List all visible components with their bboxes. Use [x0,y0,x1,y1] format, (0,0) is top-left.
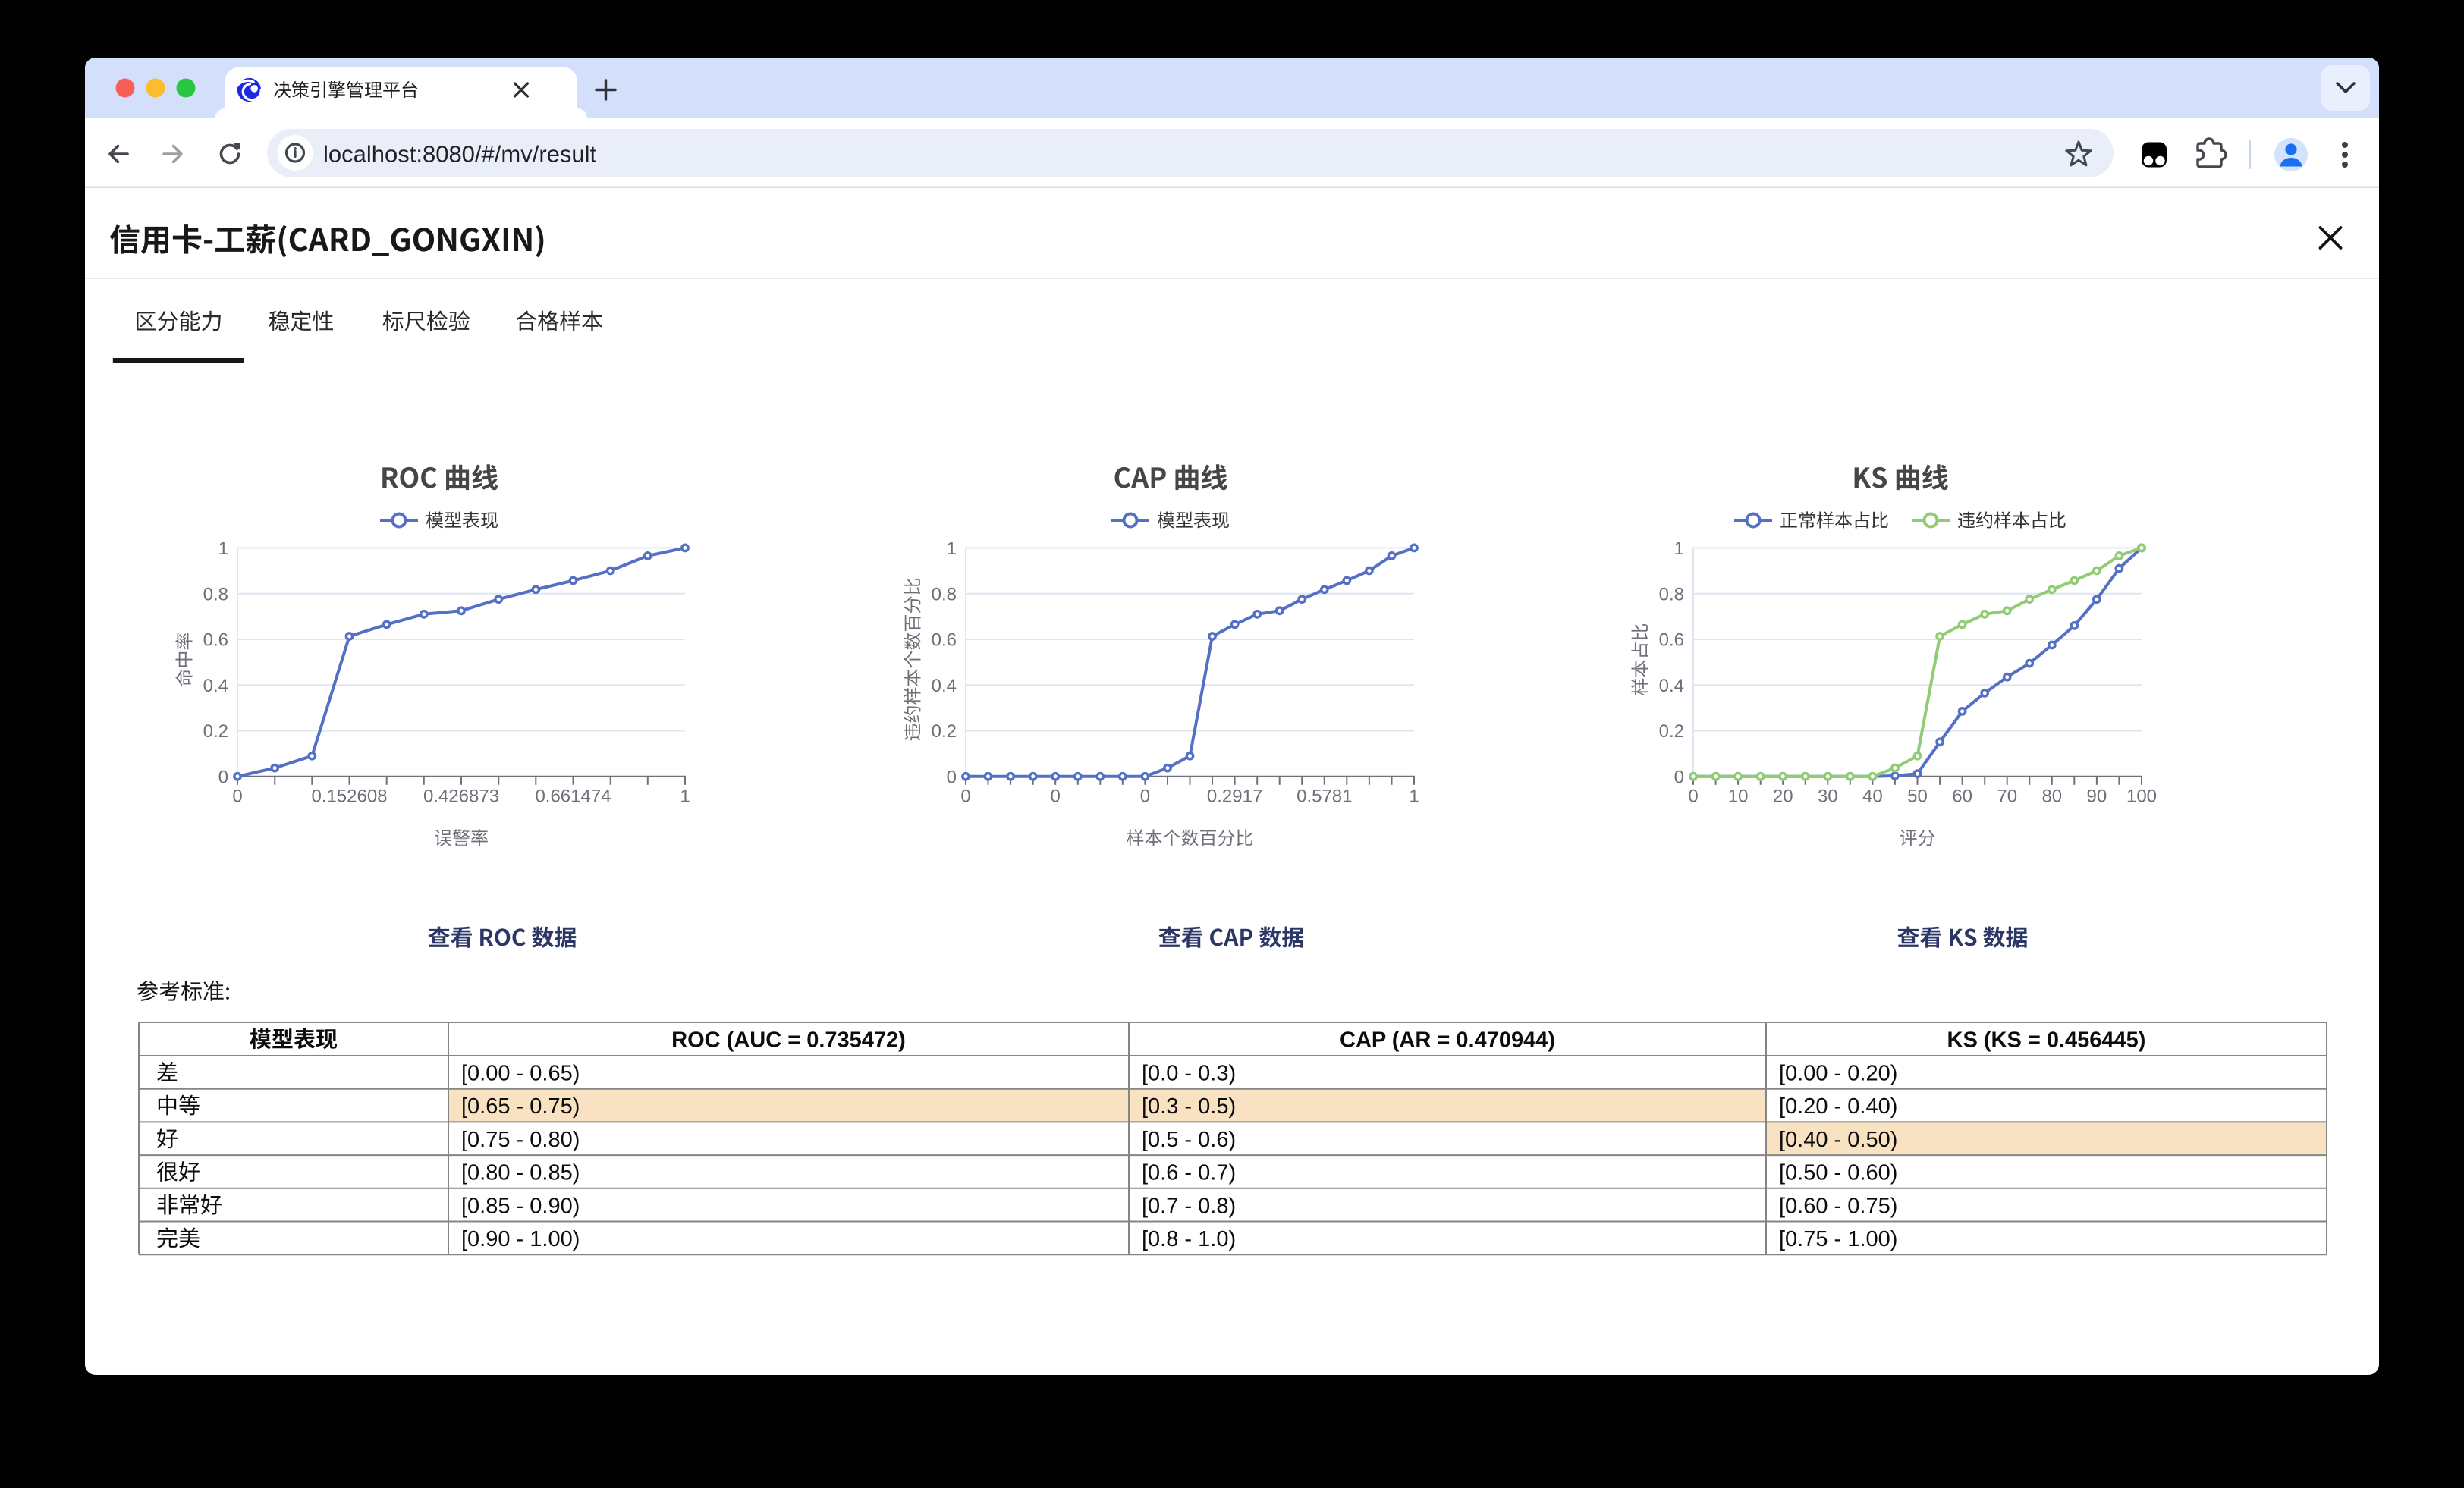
svg-text:40: 40 [1862,786,1883,807]
svg-text:0.5781: 0.5781 [1296,786,1352,807]
svg-text:0.6: 0.6 [203,630,228,651]
svg-text:90: 90 [2087,786,2107,807]
svg-text:[0.00 - 0.20): [0.00 - 0.20) [1779,1061,1897,1085]
svg-text:[0.8 - 1.0): [0.8 - 1.0) [1142,1227,1236,1251]
svg-text:0.6: 0.6 [932,630,957,651]
svg-text:0.2: 0.2 [1659,721,1684,742]
svg-text:60: 60 [1952,786,1972,807]
svg-text:[0.5 - 0.6): [0.5 - 0.6) [1142,1128,1236,1152]
svg-text:0: 0 [1051,786,1061,807]
svg-text:0.8: 0.8 [932,584,957,604]
svg-text:70: 70 [1997,786,2017,807]
svg-text:100: 100 [2126,786,2157,807]
svg-text:10: 10 [1728,786,1749,807]
svg-text:0.426873: 0.426873 [423,786,499,807]
svg-text:0.152608: 0.152608 [311,786,387,807]
svg-text:[0.75 - 0.80): [0.75 - 0.80) [461,1128,580,1152]
svg-text:[0.7 - 0.8): [0.7 - 0.8) [1142,1194,1236,1218]
svg-text:KS (KS = 0.456445): KS (KS = 0.456445) [1947,1028,2146,1053]
svg-text:1: 1 [218,538,228,559]
svg-text:1: 1 [1409,786,1419,807]
svg-text:[0.80 - 0.85): [0.80 - 0.85) [461,1161,580,1185]
svg-text:0: 0 [232,786,242,807]
svg-text:[0.90 - 1.00): [0.90 - 1.00) [461,1227,580,1251]
svg-text:0.4: 0.4 [932,676,957,696]
svg-text:[0.50 - 0.60): [0.50 - 0.60) [1779,1161,1897,1185]
svg-text:0.2917: 0.2917 [1207,786,1262,807]
svg-text:[0.00 - 0.65): [0.00 - 0.65) [461,1061,580,1085]
svg-text:30: 30 [1818,786,1838,807]
svg-text:ROC (AUC = 0.735472): ROC (AUC = 0.735472) [671,1028,906,1053]
svg-text:[0.20 - 0.40): [0.20 - 0.40) [1779,1094,1897,1119]
svg-text:0.2: 0.2 [932,721,957,742]
svg-text:[0.60 - 0.75): [0.60 - 0.75) [1779,1194,1897,1218]
svg-text:[0.0 - 0.3): [0.0 - 0.3) [1142,1061,1236,1085]
svg-text:0: 0 [1674,767,1684,787]
svg-text:0.4: 0.4 [1659,676,1684,696]
svg-text:[0.85 - 0.90): [0.85 - 0.90) [461,1194,580,1218]
svg-text:0.2: 0.2 [203,721,228,742]
svg-text:50: 50 [1907,786,1928,807]
svg-text:1: 1 [680,786,690,807]
svg-text:CAP (AR = 0.470944): CAP (AR = 0.470944) [1340,1028,1555,1053]
svg-text:0.6: 0.6 [1659,630,1684,651]
svg-text:80: 80 [2041,786,2062,807]
svg-text:0: 0 [1140,786,1150,807]
svg-text:[0.40 - 0.50): [0.40 - 0.50) [1779,1128,1897,1152]
svg-text:1: 1 [947,538,957,559]
svg-text:0: 0 [218,767,228,787]
svg-text:0.661474: 0.661474 [535,786,611,807]
svg-text:0.8: 0.8 [203,584,228,604]
svg-text:localhost:8080/#/mv/result: localhost:8080/#/mv/result [323,141,597,168]
svg-text:1: 1 [1674,538,1684,559]
svg-text:[0.65 - 0.75): [0.65 - 0.75) [461,1094,580,1119]
svg-text:0: 0 [1688,786,1698,807]
svg-text:[0.75 - 1.00): [0.75 - 1.00) [1779,1227,1897,1251]
svg-text:[0.6 - 0.7): [0.6 - 0.7) [1142,1161,1236,1185]
svg-text:20: 20 [1773,786,1793,807]
svg-text:0.4: 0.4 [203,676,228,696]
svg-text:0.8: 0.8 [1659,584,1684,604]
svg-text:0: 0 [947,767,957,787]
svg-text:0: 0 [960,786,970,807]
svg-text:[0.3 - 0.5): [0.3 - 0.5) [1142,1094,1236,1119]
